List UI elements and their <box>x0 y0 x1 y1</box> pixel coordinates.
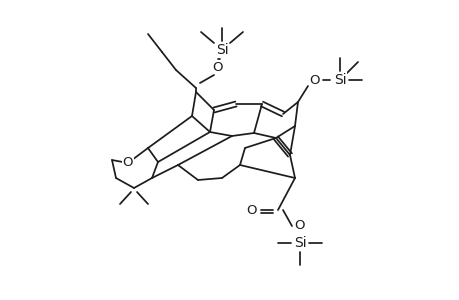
Text: O: O <box>246 203 257 217</box>
Text: Si: Si <box>293 236 306 250</box>
Text: Si: Si <box>215 43 228 57</box>
Text: O: O <box>309 74 319 86</box>
Text: O: O <box>123 157 133 169</box>
Text: O: O <box>212 61 223 74</box>
Text: Si: Si <box>333 73 346 87</box>
Text: O: O <box>294 220 305 232</box>
